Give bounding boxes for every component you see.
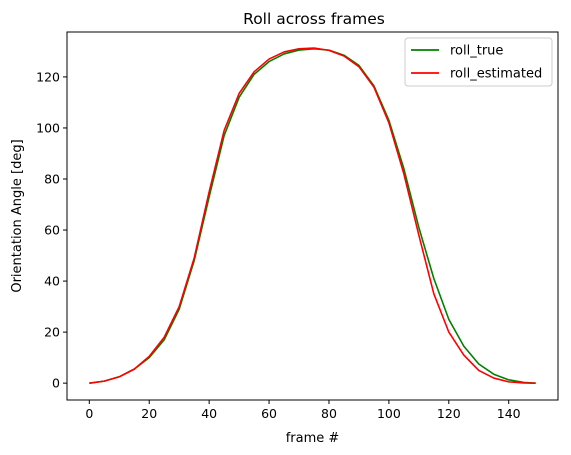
y-axis-label: Orientation Angle [deg]	[10, 139, 25, 292]
legend-label-roll_true: roll_true	[450, 44, 503, 59]
axes-frame	[66, 31, 559, 401]
y-tick-label: 100	[36, 120, 60, 135]
x-tick-label: 0	[85, 406, 93, 421]
legend: roll_true roll_estimated	[404, 37, 553, 87]
x-tick-label: 120	[437, 406, 461, 421]
x-tick-label: 100	[377, 406, 401, 421]
y-tick-label: 0	[52, 376, 60, 391]
x-axis-label: frame #	[286, 431, 340, 446]
legend-label-roll_estimated: roll_estimated	[450, 67, 542, 82]
y-tick-label: 60	[44, 223, 60, 238]
y-tick-label: 40	[44, 274, 60, 289]
plot-area	[89, 47, 536, 384]
x-tick-label: 40	[201, 406, 217, 421]
axis-ticks: 0 20 40 60 80 100 120 140 0 20 40 60 80 100 120	[36, 69, 521, 421]
x-tick-label: 80	[321, 406, 337, 421]
x-tick-label: 60	[261, 406, 277, 421]
x-tick-label: 20	[141, 406, 157, 421]
y-tick-label: 80	[44, 171, 60, 186]
series-line-roll_estimated	[89, 47, 536, 384]
legend-box	[404, 37, 553, 87]
y-tick-label: 20	[44, 325, 60, 340]
x-tick-label: 140	[497, 406, 521, 421]
chart-title: Roll across frames	[243, 10, 385, 28]
y-tick-label: 120	[36, 69, 60, 84]
